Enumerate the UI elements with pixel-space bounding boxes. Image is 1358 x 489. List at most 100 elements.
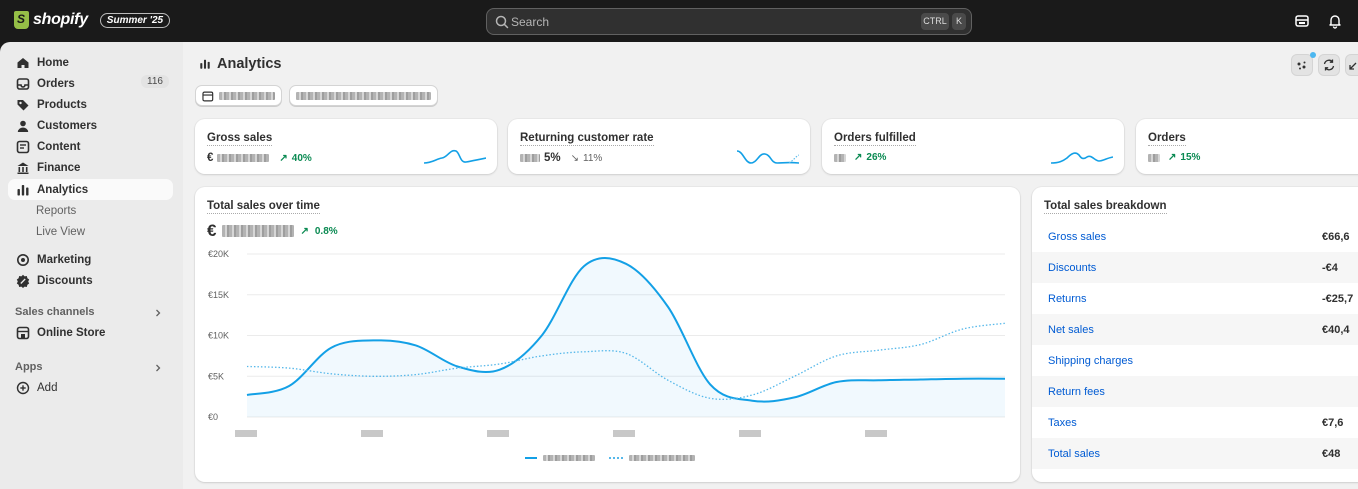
total-sales-over-time-card: Total sales over time € ↗ 0.8% €20K €15K €…: [195, 187, 1020, 482]
metric-card-returning-customer-rate[interactable]: Returning customer rate 5% ↘ 11%: [508, 119, 810, 174]
tag-icon: [17, 99, 29, 110]
refresh-button[interactable]: [1318, 54, 1340, 76]
edition-badge[interactable]: Summer '25: [99, 12, 171, 28]
breakdown-row: Net sales €40,4: [1032, 314, 1358, 345]
sidebar-item-label: Online Store: [37, 326, 106, 339]
breakdown-label-link[interactable]: Total sales: [1048, 447, 1100, 460]
sales-channels-heading[interactable]: Sales channels: [15, 306, 95, 318]
redacted-legend-previous: [629, 455, 695, 461]
ai-insights-button[interactable]: [1291, 52, 1316, 76]
sidebar-item-marketing[interactable]: Marketing: [8, 249, 173, 270]
refresh-icon: [1323, 59, 1335, 71]
content-icon: [16, 140, 30, 153]
redacted-x-tick-label: [613, 430, 635, 437]
comparison-period-picker[interactable]: [289, 85, 438, 106]
metric-card-orders[interactable]: Orders ↗ 15%: [1136, 119, 1358, 174]
sidebar-item-label: Discounts: [37, 274, 93, 287]
series-line-current[interactable]: [246, 256, 1006, 403]
sidebar-item-products[interactable]: Products: [8, 94, 173, 115]
chevron-right-icon[interactable]: [154, 364, 162, 372]
bell-icon[interactable]: [1327, 13, 1343, 29]
y-tick-label: €10K: [208, 331, 229, 341]
chart-icon: [200, 59, 210, 69]
redacted-x-tick-label: [487, 430, 509, 437]
bank-icon: [17, 162, 29, 174]
breakdown-label-link[interactable]: Return fees: [1048, 385, 1105, 398]
legend-swatch-previous: [609, 457, 623, 459]
trend-up-icon: ↗: [854, 152, 863, 163]
legend-swatch-current: [525, 457, 537, 459]
metric-value: € ↗ 40%: [207, 152, 312, 164]
search-input[interactable]: Search: [511, 15, 550, 29]
breakdown-label-link[interactable]: Taxes: [1048, 416, 1077, 429]
metric-card-gross-sales[interactable]: Gross sales € ↗ 40%: [195, 119, 497, 174]
redacted-value: [217, 154, 270, 162]
search-bar[interactable]: Search CTRL K: [486, 8, 972, 35]
sidebar-item-finance[interactable]: Finance: [8, 157, 173, 178]
chevron-right-icon[interactable]: [154, 309, 162, 317]
breakdown-row: Shipping charges: [1032, 345, 1358, 376]
redacted-value: [222, 225, 295, 237]
sparkline: [424, 149, 486, 164]
y-tick-label: €15K: [208, 290, 229, 300]
total-sales-value: € ↗ 0.8%: [207, 221, 338, 241]
sidebar-item-label: Content: [37, 140, 81, 153]
metric-value-suffix: 5%: [544, 152, 561, 164]
breakdown-label-link[interactable]: Discounts: [1048, 261, 1097, 274]
sidebar-item-label: Add: [37, 381, 58, 394]
sidebar-item-content[interactable]: Content: [8, 136, 173, 157]
y-tick-label: €5K: [208, 371, 224, 381]
home-icon: [17, 57, 29, 68]
breakdown-label-link[interactable]: Net sales: [1048, 323, 1094, 336]
metric-label: Orders: [1148, 132, 1186, 146]
metric-value: 5% ↘ 11%: [520, 152, 602, 164]
redacted-x-tick-label: [865, 430, 887, 437]
sidebar-item-analytics[interactable]: Analytics: [8, 179, 173, 200]
sidebar-item-add[interactable]: Add: [8, 377, 173, 398]
expand-button[interactable]: [1345, 54, 1358, 76]
person-icon: [17, 120, 29, 132]
breakdown-label-link[interactable]: Shipping charges: [1048, 354, 1134, 367]
sidebar-item-orders[interactable]: Orders 116: [8, 73, 173, 94]
sidebar-item-home[interactable]: Home: [8, 52, 173, 73]
page-title-text: Analytics: [217, 56, 282, 72]
trend-up-icon: ↗: [300, 225, 309, 237]
metric-label: Gross sales: [207, 132, 273, 146]
breakdown-value: -€25,7: [1322, 292, 1354, 305]
plus-circle-icon: [16, 381, 30, 394]
currency-symbol: €: [207, 221, 217, 240]
series-line-previous[interactable]: [246, 322, 1006, 400]
sidebar-item-label: Orders: [37, 77, 75, 90]
card-title[interactable]: Total sales over time: [207, 200, 320, 214]
currency-symbol: €: [207, 152, 214, 164]
redacted-x-tick-label: [361, 430, 383, 437]
sidebar-item-label: Products: [37, 98, 87, 111]
metric-card-orders-fulfilled[interactable]: Orders fulfilled ↗ 26%: [822, 119, 1124, 174]
sidebar-item-live-view[interactable]: Live View: [36, 226, 86, 238]
metric-value: ↗ 15%: [1148, 152, 1200, 163]
sidebar-item-discounts[interactable]: Discounts: [8, 270, 173, 291]
card-title[interactable]: Total sales breakdown: [1044, 200, 1167, 214]
redacted-value: [834, 153, 846, 162]
breakdown-value: €66,6: [1322, 230, 1350, 243]
apps-heading[interactable]: Apps: [15, 361, 43, 373]
sidebar-item-reports[interactable]: Reports: [36, 205, 77, 217]
target-icon: [17, 253, 29, 266]
date-range-picker[interactable]: [195, 85, 282, 106]
redacted-value: [1148, 153, 1160, 162]
logo-text: shopify: [33, 11, 88, 28]
redacted-legend-current: [543, 455, 595, 461]
breakdown-label-link[interactable]: Gross sales: [1048, 230, 1107, 243]
sidebar-item-customers[interactable]: Customers: [8, 115, 173, 136]
sidebar-item-online-store[interactable]: Online Store: [8, 322, 173, 343]
series-area-fill: [247, 257, 1005, 417]
sales-line-chart[interactable]: €20K €15K €10K €5K €0: [195, 243, 1020, 453]
main-content: Analytics Gross sales € ↗ 40% Returning …: [183, 42, 1358, 489]
shopify-logo[interactable]: shopify Summer '25: [14, 11, 171, 29]
chart-icon: [17, 184, 29, 195]
breakdown-label-link[interactable]: Returns: [1048, 292, 1087, 305]
breakdown-row: Discounts -€4: [1032, 252, 1358, 283]
store-icon[interactable]: [1294, 13, 1310, 29]
sidebar-item-label: Customers: [37, 119, 98, 132]
metric-value: ↗ 26%: [834, 152, 886, 163]
